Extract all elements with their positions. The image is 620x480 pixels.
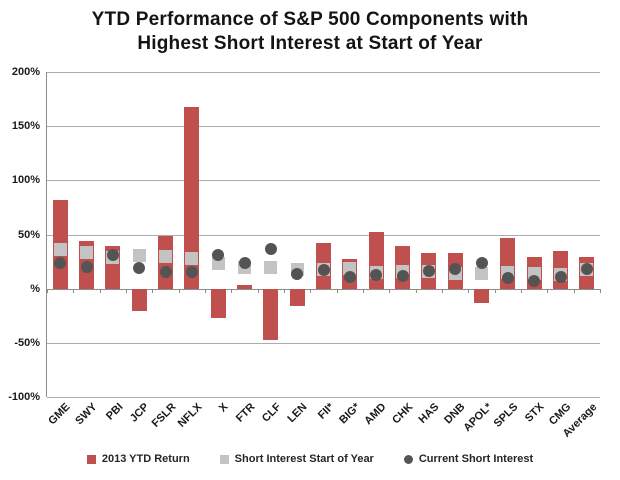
x-axis-tick <box>310 288 312 293</box>
current-short-interest-marker <box>212 249 225 262</box>
x-axis-tick <box>494 288 496 293</box>
x-axis-tick <box>389 288 391 293</box>
ytd-return-bar <box>237 285 252 289</box>
x-axis-tick <box>178 288 180 293</box>
current-short-interest-marker <box>580 263 593 276</box>
y-axis-tick-label: 100% <box>11 174 40 187</box>
current-short-interest-marker <box>528 275 541 288</box>
ytd-return-bar <box>289 288 305 306</box>
current-short-interest-marker <box>317 264 330 277</box>
current-short-interest-marker <box>80 261 93 273</box>
gridline <box>47 126 600 128</box>
short-interest-start-marker <box>264 260 278 274</box>
short-interest-start-marker <box>185 251 199 265</box>
ytd-return-bar <box>210 288 226 318</box>
legend-item-ytd-return: 2013 YTD Return <box>86 453 190 465</box>
ytd-return-bar <box>184 106 200 289</box>
x-axis-tick <box>521 288 522 293</box>
short-interest-start-marker <box>53 243 67 257</box>
current-short-interest-marker <box>133 262 146 275</box>
ytd-return-bar <box>474 288 489 303</box>
current-short-interest-marker <box>185 266 198 279</box>
current-short-interest-marker <box>449 263 462 276</box>
y-axis-tick-label: -50% <box>14 336 40 349</box>
current-short-interest-marker <box>343 270 356 283</box>
current-short-interest-marker <box>370 268 383 281</box>
current-short-interest-marker <box>291 267 304 280</box>
x-axis-tick <box>231 288 233 293</box>
short-interest-start-marker <box>159 249 172 263</box>
x-axis-tick <box>257 288 259 293</box>
x-axis-tick <box>126 288 127 293</box>
x-axis-tick <box>547 288 549 293</box>
x-axis-tick <box>205 288 206 293</box>
x-axis-tick <box>442 288 443 293</box>
x-axis-tick <box>468 288 470 293</box>
x-axis-tick <box>73 288 75 293</box>
current-short-interest-marker <box>501 271 514 284</box>
current-short-interest-marker <box>264 242 277 255</box>
current-short-interest-marker <box>54 256 67 269</box>
current-short-interest-marker <box>396 269 409 282</box>
gridline <box>47 397 600 398</box>
legend-label: Current Short Interest <box>418 453 534 465</box>
legend-label: Short Interest Start of Year <box>234 453 374 465</box>
y-axis-tick-label: 200% <box>11 66 40 78</box>
x-axis-tick <box>47 288 48 293</box>
y-axis-tick-label: 150% <box>11 120 40 133</box>
x-axis-tick <box>336 288 338 293</box>
x-axis-tick <box>573 288 575 293</box>
chart-title-line2: Highest Short Interest at Start of Year <box>137 32 483 54</box>
y-axis-tick-label: 50% <box>17 228 40 241</box>
y-axis-tick-label: -100% <box>8 391 40 403</box>
legend-item-current-short-interest: Current Short Interest <box>403 453 534 465</box>
current-short-interest-marker <box>422 265 435 278</box>
dark-circle-swatch-icon <box>403 454 413 464</box>
gray-square-swatch-icon <box>219 454 229 464</box>
chart-title-line1: YTD Performance of S&P 500 Components wi… <box>91 9 529 30</box>
current-short-interest-marker <box>238 256 251 269</box>
x-axis-tick <box>284 288 285 293</box>
gridline <box>47 180 600 182</box>
legend-label: 2013 YTD Return <box>101 453 190 465</box>
gridline <box>47 72 600 73</box>
current-short-interest-marker <box>159 266 172 279</box>
legend-item-short-interest-start: Short Interest Start of Year <box>219 453 374 465</box>
current-short-interest-marker <box>106 249 119 262</box>
y-axis-line <box>46 72 47 397</box>
x-axis-tick <box>415 288 417 293</box>
chart-title: YTD Performance of S&P 500 Components wi… <box>0 8 620 56</box>
x-axis-tick <box>152 288 154 293</box>
current-short-interest-marker <box>554 270 567 283</box>
x-axis-tick <box>363 288 364 293</box>
current-short-interest-marker <box>475 256 488 269</box>
chart-legend: 2013 YTD Return Short Interest Start of … <box>0 453 620 465</box>
short-interest-start-marker <box>132 248 146 262</box>
gridline <box>47 342 600 344</box>
red-bar-swatch-icon <box>86 454 96 464</box>
short-interest-start-marker <box>80 246 93 260</box>
short-interest-start-marker <box>475 267 488 280</box>
ytd-return-bar <box>131 288 147 312</box>
x-axis-tick <box>99 288 101 293</box>
ytd-return-bar <box>263 288 279 340</box>
gridline <box>47 234 600 236</box>
x-axis-tick <box>600 288 601 293</box>
gridline <box>47 288 600 290</box>
y-axis-tick-label: % <box>30 282 40 295</box>
